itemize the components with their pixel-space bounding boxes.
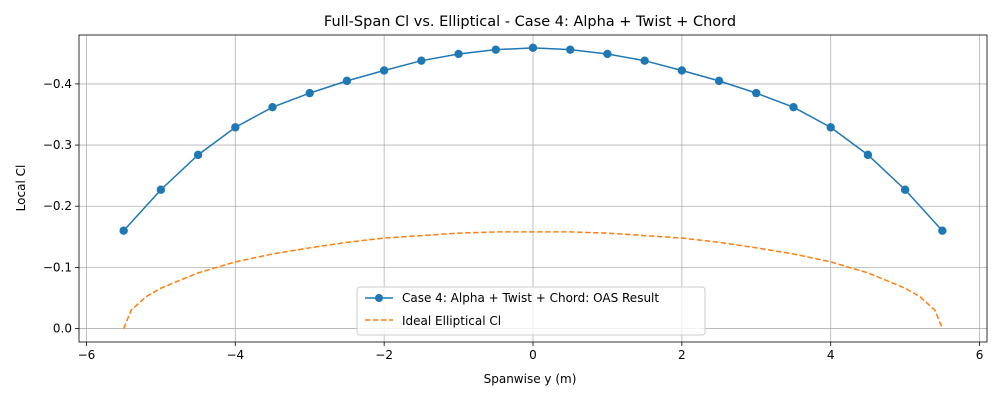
- y-tick-label: −0.1: [43, 260, 72, 274]
- data-point: [938, 226, 947, 235]
- x-tick-label: −6: [78, 348, 96, 362]
- series-line-1: [122, 231, 944, 329]
- grid: [79, 35, 987, 342]
- data-point: [752, 88, 761, 98]
- data-point: [193, 150, 203, 160]
- x-tick-label: 6: [976, 348, 984, 362]
- x-axis-label: Spanwise y (m): [484, 372, 577, 386]
- y-axis-label: Local Cl: [14, 165, 28, 212]
- y-tick-label: 0.0: [53, 322, 72, 336]
- data-point: [863, 150, 873, 160]
- y-tick-label: −0.4: [43, 77, 72, 91]
- data-point: [528, 43, 538, 53]
- data-point: [677, 66, 687, 75]
- data-point: [900, 185, 910, 194]
- x-tick-label: −2: [375, 348, 393, 362]
- data-point: [231, 123, 240, 132]
- x-tick-label: 0: [529, 348, 537, 362]
- data-point: [379, 66, 389, 75]
- data-point: [305, 88, 314, 98]
- data-point: [119, 226, 128, 235]
- data-point: [826, 123, 835, 132]
- legend-label-elliptical: Ideal Elliptical Cl: [402, 314, 501, 328]
- x-tick-label: −4: [226, 348, 244, 362]
- legend-marker-oas-result: [375, 294, 383, 302]
- legend-label-oas-result: Case 4: Alpha + Twist + Chord: OAS Resul…: [402, 291, 659, 305]
- data-point: [714, 76, 724, 86]
- data-point: [156, 185, 166, 194]
- series-layer: [119, 43, 947, 329]
- data-point: [454, 49, 463, 59]
- y-axis-ticks: −0.4 −0.3 −0.2 −0.1 0.0: [43, 77, 79, 336]
- x-tick-label: 2: [678, 348, 686, 362]
- data-point: [491, 45, 500, 54]
- data-point: [342, 76, 352, 86]
- legend-box: [356, 286, 706, 336]
- data-point: [789, 102, 798, 112]
- y-tick-label: −0.3: [43, 138, 72, 152]
- y-tick-label: −0.2: [43, 199, 72, 213]
- data-point: [417, 56, 426, 65]
- data-point: [566, 45, 575, 54]
- data-point: [603, 49, 612, 59]
- data-point: [268, 102, 277, 112]
- data-point: [640, 56, 649, 65]
- x-tick-label: 4: [827, 348, 835, 362]
- legend: Case 4: Alpha + Twist + Chord: OAS Resul…: [356, 286, 706, 336]
- chart-title: Full-Span Cl vs. Elliptical - Case 4: Al…: [324, 14, 736, 30]
- x-axis-ticks: −6 −4 −2 0 2 4 6: [78, 342, 984, 362]
